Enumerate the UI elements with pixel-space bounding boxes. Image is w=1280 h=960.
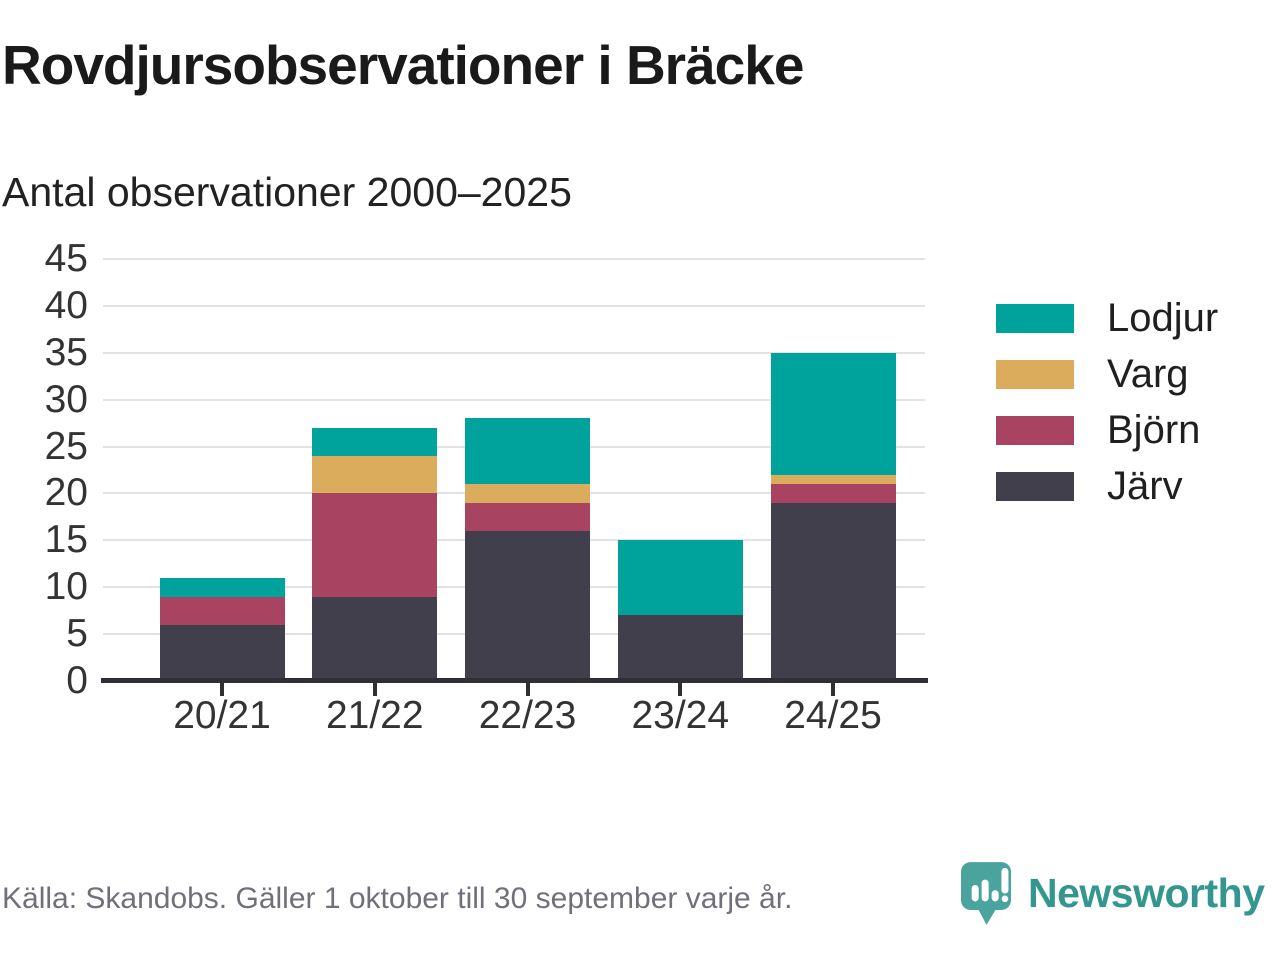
- bar-segment: [465, 418, 590, 485]
- x-axis-tick: [220, 683, 224, 696]
- bar-segment: [770, 352, 896, 475]
- chart-legend: Lodjur Varg Björn Järv: [996, 294, 1218, 518]
- x-axis-tick: [831, 683, 835, 696]
- y-axis-label: 45: [44, 237, 88, 280]
- x-axis-label: 24/25: [784, 694, 882, 737]
- x-axis: 20/21 21/22 22/23 23/24 24/25: [103, 684, 925, 744]
- legend-swatch: [996, 415, 1074, 445]
- bar-segment: [312, 596, 438, 681]
- legend-label: Björn: [1107, 407, 1201, 452]
- y-axis-label: 15: [44, 518, 88, 562]
- gridline: [103, 258, 925, 260]
- bar-segment: [159, 596, 285, 625]
- bar-segment: [770, 474, 896, 485]
- y-axis-label: 5: [66, 612, 88, 656]
- brand-name: Newsworthy: [1028, 870, 1265, 916]
- y-axis-label: 0: [66, 659, 88, 702]
- bar-segment: [465, 530, 590, 681]
- x-axis-label: 20/21: [173, 694, 271, 737]
- gridline: [103, 398, 925, 401]
- chart-subtitle: Antal observationer 2000–2025: [2, 169, 572, 215]
- legend-swatch: [996, 359, 1074, 389]
- legend-label: Järv: [1107, 463, 1183, 508]
- y-axis-label: 30: [44, 377, 88, 421]
- legend-swatch: [996, 303, 1074, 333]
- x-axis-tick: [525, 683, 530, 696]
- y-axis-label: 35: [44, 330, 88, 374]
- bar-segment: [770, 484, 896, 503]
- legend-item: Varg: [996, 350, 1218, 398]
- x-axis-label: 22/23: [478, 694, 577, 737]
- bar-segment: [312, 493, 438, 597]
- x-axis-label: 23/24: [631, 694, 730, 737]
- x-axis-label: 21/22: [325, 694, 424, 737]
- brand: Newsworthy: [961, 862, 1265, 926]
- y-axis-label: 20: [44, 471, 88, 515]
- y-axis: 0 5 10 15 20 25 30 35 40 45: [0, 237, 88, 702]
- bar-segment: [770, 502, 896, 681]
- y-axis-label: 10: [44, 565, 88, 609]
- gridline: [103, 351, 925, 354]
- x-axis-tick: [372, 683, 377, 696]
- bar-segment: [312, 427, 438, 456]
- x-axis-line: [101, 678, 928, 683]
- bar-segment: [159, 624, 285, 681]
- y-axis-label: 40: [44, 283, 88, 327]
- legend-item: Björn: [996, 406, 1218, 454]
- gridline: [103, 304, 925, 307]
- bar-segment: [465, 484, 590, 503]
- source-note: Källa: Skandobs. Gäller 1 oktober till 3…: [2, 882, 793, 915]
- bar-segment: [617, 615, 743, 681]
- newsworthy-logo-icon: [961, 862, 1011, 925]
- page-title: Rovdjursobservationer i Bräcke: [2, 34, 804, 96]
- bar-segment: [617, 540, 743, 616]
- y-axis-label: 25: [44, 424, 88, 468]
- legend-item: Järv: [996, 462, 1218, 510]
- legend-swatch: [996, 471, 1074, 501]
- legend-item: Lodjur: [996, 294, 1218, 342]
- bar-segment: [159, 577, 285, 597]
- bar-chart-plot-area: [101, 258, 928, 696]
- legend-label: Lodjur: [1107, 295, 1219, 340]
- bar-segment: [465, 502, 590, 531]
- x-axis-tick: [678, 683, 683, 696]
- bar-segment: [312, 455, 438, 494]
- legend-label: Varg: [1107, 351, 1189, 396]
